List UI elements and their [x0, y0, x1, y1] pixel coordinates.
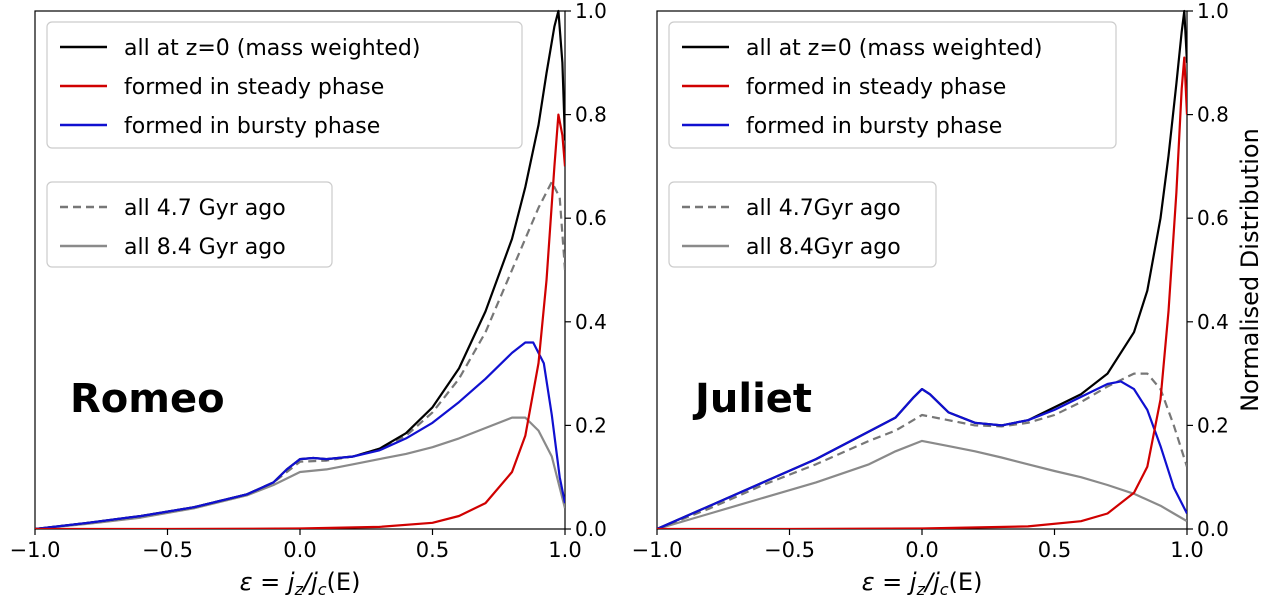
x-tick-label: 1.0: [1170, 538, 1203, 562]
series-line-all-8-4gyr-ago: [657, 439, 1187, 529]
x-tick-label: 0.5: [1038, 538, 1071, 562]
x-tick-label: 1.0: [548, 538, 581, 562]
y-tick-label: 0.4: [575, 310, 607, 334]
series-line-formed-in-steady-phase: [35, 113, 565, 529]
x-axis-label: ε = jz/jc(E): [862, 568, 983, 599]
x-tick-label: −0.5: [142, 538, 193, 562]
x-tick-label: −1.0: [632, 538, 683, 562]
series-line-formed-in-bursty-phase: [35, 341, 565, 529]
panel-label: Juliet: [692, 376, 812, 422]
legend-entry-label: all 8.4Gyr ago: [746, 235, 901, 260]
y-tick-label: 0.2: [1197, 413, 1229, 437]
legend-entry-label: all at z=0 (mass weighted): [746, 36, 1042, 61]
legend-box: [46, 21, 523, 149]
legend-box: [668, 21, 1117, 149]
legend-current: all at z=0 (mass weighted) formed in stea…: [668, 21, 1117, 149]
legend-past: all 4.7Gyr ago all 8.4Gyr ago: [668, 181, 937, 268]
y-tick-label: 0.4: [1197, 310, 1229, 334]
panel-juliet: −1.0 −0.5 0.0 0.5 1.00.00.20.40.60.81.0ε = j…: [632, 0, 1265, 599]
series-line-formed-in-bursty-phase: [657, 380, 1187, 529]
y-tick-label: 0.0: [1197, 517, 1229, 541]
y-tick-label: 0.6: [575, 206, 607, 230]
y-axis-label: Normalised Distribution: [1236, 128, 1264, 412]
y-tick-label: 1.0: [1197, 0, 1229, 23]
legend-entry-label: formed in steady phase: [746, 75, 1006, 100]
x-tick-label: −1.0: [10, 538, 61, 562]
y-tick-label: 0.2: [575, 413, 607, 437]
legend-entry-label: all 4.7 Gyr ago: [124, 196, 286, 221]
y-tick-label: 1.0: [575, 0, 607, 23]
series-line-formed-in-steady-phase: [657, 56, 1187, 529]
legend-entry-label: formed in bursty phase: [124, 114, 380, 139]
x-tick-label: 0.0: [905, 538, 938, 562]
y-tick-label: 0.8: [575, 103, 607, 127]
legend-current: all at z=0 (mass weighted) formed in stea…: [46, 21, 523, 149]
legend-box: [46, 181, 333, 268]
legend-entry-label: all 8.4 Gyr ago: [124, 235, 286, 260]
x-tick-label: 0.5: [416, 538, 449, 562]
x-tick-label: 0.0: [283, 538, 316, 562]
legend-box: [668, 181, 937, 268]
panel-romeo: −1.0 −0.5 0.0 0.5 1.00.00.20.40.60.81.0ε = j…: [10, 0, 607, 599]
y-tick-label: 0.0: [575, 517, 607, 541]
series-line-all-8-4-gyr-ago: [35, 416, 565, 529]
x-axis-label: ε = jz/jc(E): [240, 568, 361, 599]
legend-entry-label: all 4.7Gyr ago: [746, 196, 901, 221]
y-tick-label: 0.8: [1197, 103, 1229, 127]
legend-past: all 4.7 Gyr ago all 8.4 Gyr ago: [46, 181, 333, 268]
y-tick-label: 0.6: [1197, 206, 1229, 230]
legend-entry-label: all at z=0 (mass weighted): [124, 36, 420, 61]
legend-entry-label: formed in steady phase: [124, 75, 384, 100]
x-tick-label: −0.5: [764, 538, 815, 562]
panel-label: Romeo: [70, 376, 225, 422]
legend-entry-label: formed in bursty phase: [746, 114, 1002, 139]
